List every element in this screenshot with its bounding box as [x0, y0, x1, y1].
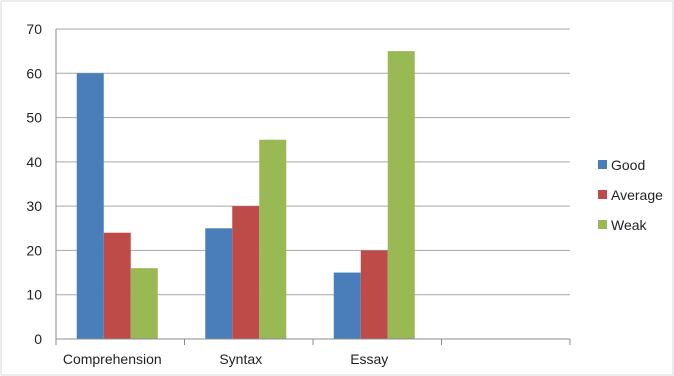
x-tick-labels: Comprehension Syntax Essay — [63, 351, 388, 367]
bar-average-comprehension — [103, 232, 131, 339]
legend: Good Average Weak — [598, 157, 663, 233]
y-tick-label: 30 — [26, 198, 42, 214]
bar-good-syntax — [205, 228, 233, 339]
bar-weak-comprehension — [130, 268, 158, 339]
bars — [76, 51, 415, 340]
x-tick-label: Syntax — [219, 351, 262, 367]
bar-weak-essay — [387, 51, 415, 340]
bar-average-syntax — [232, 206, 260, 339]
bar-average-essay — [360, 250, 388, 339]
bar-good-comprehension — [76, 73, 104, 340]
bar-weak-syntax — [259, 139, 287, 339]
y-tick-label: 10 — [26, 287, 42, 303]
legend-swatch-weak — [598, 220, 607, 229]
legend-label-good: Good — [611, 157, 645, 173]
legend-label-average: Average — [611, 187, 663, 203]
y-tick-label: 60 — [26, 65, 42, 81]
x-tick-label: Essay — [350, 351, 388, 367]
axes — [55, 29, 571, 345]
y-tick-label: 0 — [34, 331, 42, 347]
y-tick-label: 70 — [26, 21, 42, 37]
y-tick-label: 50 — [26, 110, 42, 126]
legend-label-weak: Weak — [611, 217, 648, 233]
legend-swatch-average — [598, 190, 607, 199]
legend-swatch-good — [598, 160, 607, 169]
x-tick-label: Comprehension — [63, 351, 162, 367]
y-tick-label: 20 — [26, 242, 42, 258]
bar-good-essay — [333, 272, 361, 339]
y-tick-label: 40 — [26, 154, 42, 170]
y-tick-labels: 0 10 20 30 40 50 60 70 — [26, 21, 42, 347]
